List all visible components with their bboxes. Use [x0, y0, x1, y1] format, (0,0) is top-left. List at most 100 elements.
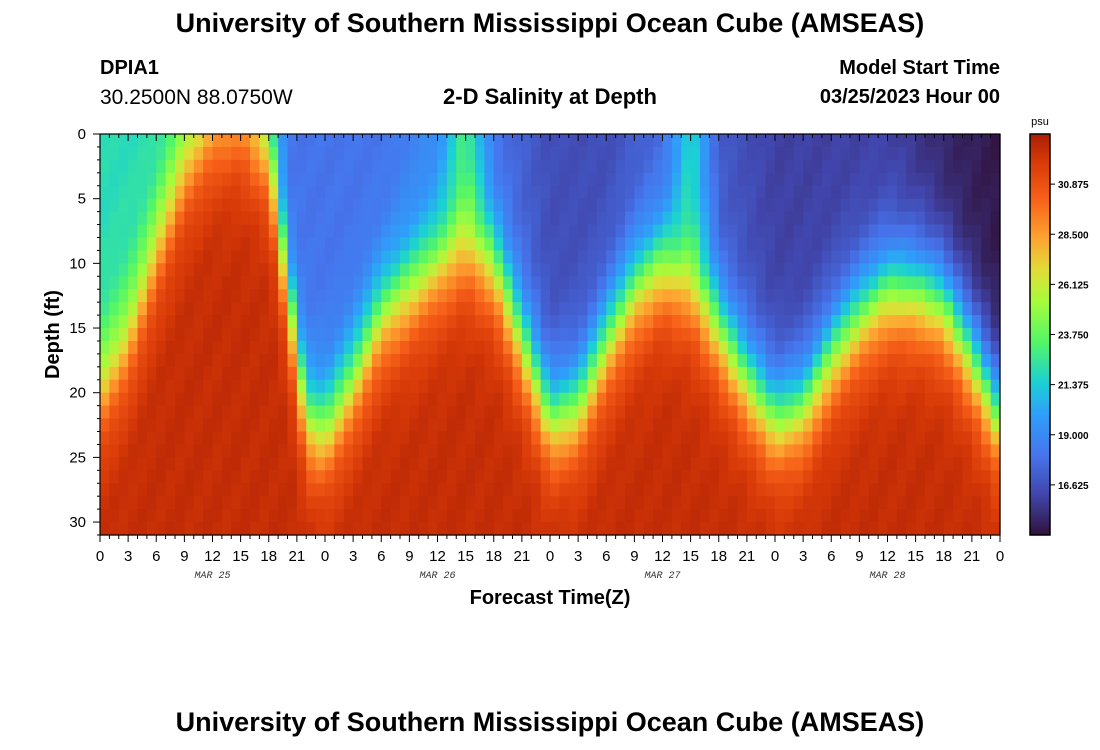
heatmap-cell [803, 328, 814, 342]
heatmap-cell [259, 483, 270, 497]
heatmap-cell [221, 457, 232, 471]
heatmap-cell [259, 457, 270, 471]
heatmap-cell [475, 379, 485, 394]
heatmap-cell [981, 444, 992, 458]
heatmap-cell [718, 522, 729, 536]
heatmap-cell [128, 353, 139, 368]
heatmap-cell [418, 431, 429, 446]
heatmap-cell [334, 263, 345, 277]
heatmap-cell [409, 392, 420, 407]
heatmap-cell [540, 250, 551, 264]
heatmap-cell [521, 509, 532, 523]
heatmap-cell [156, 315, 167, 329]
heatmap-cell [634, 315, 645, 329]
heatmap-cell [681, 366, 692, 381]
heatmap-cell [700, 263, 710, 277]
heatmap-cell [671, 250, 682, 264]
heatmap-cell [137, 276, 148, 290]
heatmap-cell [831, 457, 842, 471]
heatmap-cell [521, 431, 532, 446]
heatmap-cell [343, 172, 354, 187]
heatmap-cell [325, 496, 335, 510]
heatmap-cell [390, 522, 401, 536]
heatmap-cell [962, 431, 973, 446]
heatmap-cell [240, 185, 251, 200]
heatmap-cell [690, 263, 701, 277]
heatmap-cell [137, 211, 148, 226]
heatmap-cell [906, 392, 917, 407]
heatmap-cell [859, 366, 870, 381]
heatmap-cell [184, 522, 195, 536]
heatmap-cell [475, 509, 485, 523]
heatmap-cell [400, 237, 410, 252]
heatmap-cell [653, 457, 664, 471]
heatmap-cell [925, 172, 935, 187]
heatmap-cell [203, 276, 214, 290]
heatmap-cell [568, 134, 579, 148]
heatmap-cell [962, 250, 973, 264]
heatmap-cell [400, 159, 410, 174]
heatmap-cell [409, 224, 420, 239]
heatmap-cell [756, 276, 767, 290]
heatmap-cell [240, 159, 251, 174]
heatmap-cell [137, 405, 148, 420]
heatmap-cell [634, 483, 645, 497]
heatmap-cell [240, 198, 251, 213]
heatmap-cell [887, 185, 898, 200]
heatmap-cell [456, 198, 467, 213]
x-tick-label: 0 [996, 548, 1004, 565]
heatmap-cell [831, 211, 842, 226]
heatmap-cell [175, 418, 185, 433]
heatmap-cell [896, 289, 907, 303]
heatmap-cell [615, 328, 626, 342]
heatmap-cell [137, 328, 148, 342]
heatmap-cell [953, 509, 964, 523]
heatmap-cell [887, 340, 898, 355]
heatmap-cell [718, 211, 729, 226]
heatmap-cell [418, 159, 429, 174]
heatmap-cell [100, 172, 110, 187]
heatmap-cell [503, 483, 514, 497]
heatmap-cell [156, 509, 167, 523]
heatmap-cell [606, 379, 617, 394]
heatmap-cell [812, 483, 823, 497]
heatmap-cell [240, 457, 251, 471]
heatmap-cell [418, 340, 429, 355]
heatmap-cell [315, 315, 326, 329]
heatmap-cell [334, 328, 345, 342]
heatmap-cell [812, 185, 823, 200]
heatmap-cell [634, 470, 645, 484]
heatmap-cell [325, 509, 335, 523]
heatmap-cell [268, 302, 279, 316]
heatmap-cell [212, 198, 223, 213]
heatmap-cell [559, 211, 570, 226]
heatmap-cell [671, 444, 682, 458]
heatmap-cell [306, 146, 317, 161]
heatmap-cell [578, 457, 589, 471]
heatmap-cell [615, 405, 626, 420]
heatmap-cell [465, 315, 476, 329]
heatmap-cell [559, 418, 570, 433]
heatmap-cell [831, 470, 842, 484]
heatmap-cell [156, 172, 167, 187]
heatmap-cell [437, 522, 448, 536]
heatmap-cell [325, 522, 335, 536]
heatmap-cell [587, 405, 598, 420]
heatmap-cell [803, 444, 814, 458]
heatmap-cell [512, 134, 523, 148]
heatmap-cell [559, 250, 570, 264]
heatmap-cell [418, 250, 429, 264]
heatmap-cell [850, 509, 860, 523]
heatmap-cell [868, 250, 879, 264]
heatmap-cell [465, 444, 476, 458]
heatmap-cell [456, 483, 467, 497]
heatmap-cell [634, 509, 645, 523]
heatmap-cell [962, 470, 973, 484]
heatmap-cell [175, 522, 185, 536]
heatmap-cell [578, 405, 589, 420]
heatmap-cell [540, 483, 551, 497]
heatmap-cell [465, 276, 476, 290]
heatmap-cell [540, 405, 551, 420]
heatmap-cell [887, 172, 898, 187]
heatmap-cell [578, 418, 589, 433]
